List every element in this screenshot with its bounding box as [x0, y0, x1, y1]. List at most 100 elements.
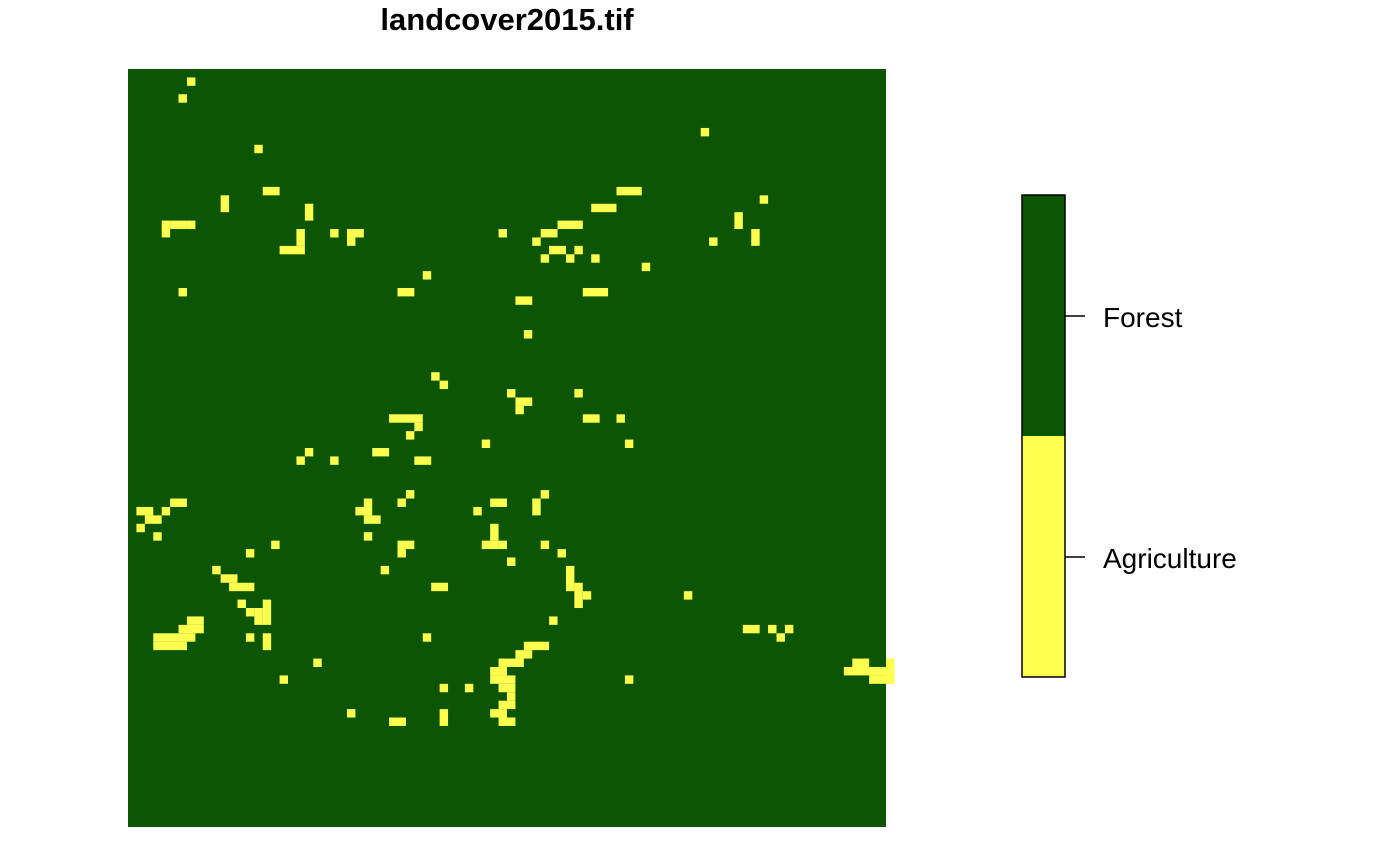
agriculture-patch	[751, 229, 760, 246]
agriculture-patch	[540, 254, 550, 263]
agriculture-patch	[296, 229, 305, 246]
agriculture-patch	[245, 549, 255, 558]
agriculture-patch	[279, 245, 305, 255]
agriculture-patch	[262, 599, 272, 625]
agriculture-patch	[186, 220, 196, 230]
agriculture-patches	[136, 77, 895, 726]
agriculture-patch	[313, 658, 322, 667]
agriculture-patch	[144, 515, 162, 524]
agriculture-patch	[178, 94, 187, 103]
agriculture-patch	[565, 565, 575, 592]
agriculture-patch	[498, 229, 507, 238]
agriculture-patch	[363, 498, 373, 507]
agriculture-patch	[490, 666, 507, 676]
agriculture-patch	[330, 456, 339, 465]
agriculture-patch	[574, 582, 583, 609]
agriculture-patch	[178, 287, 187, 297]
agriculture-patch	[540, 229, 558, 238]
agriculture-patch	[490, 523, 499, 541]
agriculture-patch	[565, 254, 575, 263]
agriculture-patch	[245, 608, 255, 617]
agriculture-patch	[490, 709, 507, 718]
legend-frame	[1021, 194, 1066, 678]
agriculture-patch	[742, 624, 760, 634]
agriculture-patch	[464, 683, 474, 693]
agriculture-patch	[397, 549, 406, 558]
agriculture-patch	[262, 186, 280, 196]
agriculture-patch	[616, 414, 625, 423]
agriculture-patch	[439, 380, 449, 390]
agriculture-patch	[557, 220, 583, 230]
legend-swatch-forest	[1022, 195, 1065, 436]
agriculture-patch	[422, 633, 432, 642]
agriculture-patch	[490, 675, 516, 684]
agriculture-patch	[784, 624, 794, 634]
agriculture-patch	[776, 633, 785, 642]
agriculture-patch	[532, 498, 541, 516]
agriculture-patch	[346, 229, 364, 238]
agriculture-patch	[136, 506, 154, 516]
agriculture-patch	[271, 540, 280, 550]
agriculture-patch	[431, 582, 449, 592]
agriculture-patch	[852, 658, 870, 667]
agriculture-patch	[515, 650, 533, 659]
agriculture-patch	[507, 389, 516, 398]
agriculture-patch	[405, 431, 415, 440]
agriculture-patch	[709, 237, 718, 246]
agriculture-patch	[700, 127, 710, 137]
agriculture-patch	[422, 271, 432, 280]
legend-label-forest: Forest	[1103, 302, 1183, 333]
agriculture-patch	[220, 195, 230, 213]
agriculture-patch	[279, 675, 289, 684]
agriculture-patch	[886, 658, 895, 684]
agriculture-patch	[355, 506, 373, 516]
agriculture-patch	[397, 540, 415, 550]
agriculture-patch	[161, 220, 171, 238]
agriculture-patch	[254, 608, 263, 625]
agriculture-patch	[346, 237, 356, 246]
agriculture-patch	[582, 287, 609, 297]
agriculture-patch	[498, 700, 516, 710]
agriculture-patch	[245, 633, 255, 642]
agriculture-patch	[330, 229, 339, 238]
agriculture-patch	[498, 540, 507, 550]
agriculture-patch	[153, 532, 162, 541]
agriculture-patch	[683, 591, 693, 600]
agriculture-patch	[405, 490, 415, 499]
agriculture-patch	[616, 186, 642, 196]
forest-raster-background	[128, 69, 886, 827]
agriculture-patch	[532, 237, 541, 246]
agriculture-patch	[414, 456, 432, 465]
agriculture-patch	[363, 532, 373, 541]
agriculture-patch	[574, 389, 583, 398]
agriculture-patch	[186, 616, 204, 625]
agriculture-patch	[439, 683, 449, 693]
agriculture-patch	[549, 616, 558, 625]
agriculture-patch	[372, 448, 390, 457]
agriculture-patch	[515, 405, 524, 415]
agriculture-patch	[481, 540, 499, 550]
agriculture-patch	[161, 506, 171, 516]
agriculture-patch	[170, 498, 187, 507]
agriculture-patch	[473, 506, 482, 516]
legend-swatch-agriculture	[1022, 436, 1065, 677]
agriculture-patch	[136, 523, 145, 533]
agriculture-patch	[582, 591, 592, 600]
agriculture-patch	[346, 709, 356, 718]
agriculture-patch	[186, 77, 196, 86]
agriculture-patch	[498, 658, 524, 667]
agriculture-patch	[498, 683, 516, 693]
agriculture-patch	[507, 557, 516, 566]
agriculture-patch	[759, 195, 769, 204]
agriculture-patch	[515, 296, 533, 305]
agriculture-patch	[178, 624, 204, 634]
agriculture-patch	[540, 540, 550, 550]
agriculture-patch	[170, 220, 187, 230]
agriculture-patch	[439, 709, 449, 726]
agriculture-patch	[768, 624, 777, 634]
agriculture-patch	[624, 675, 634, 684]
agriculture-patch	[507, 692, 516, 701]
agriculture-patch	[481, 439, 491, 448]
agriculture-patch	[431, 372, 440, 381]
